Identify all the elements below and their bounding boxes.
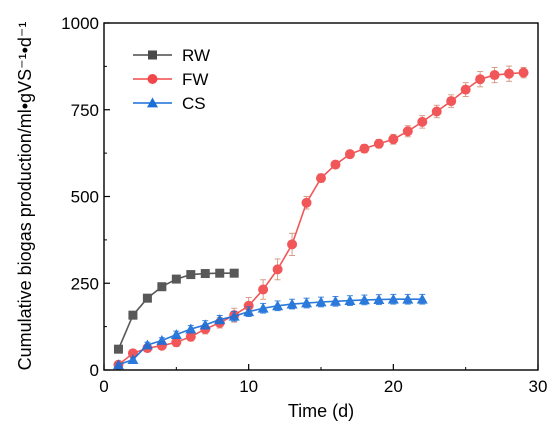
data-point-cs [141, 339, 153, 350]
data-point-cs [170, 329, 182, 340]
data-point-cs [199, 319, 211, 330]
y-tick-label: 750 [71, 101, 99, 120]
data-point-cs [257, 302, 269, 313]
data-point-cs [127, 354, 139, 364]
data-point-fw [489, 70, 500, 81]
data-point-fw [258, 284, 269, 295]
data-point-fw [185, 331, 196, 342]
data-point-cs [402, 293, 414, 304]
y-axis-label: Cumulative biogas production/ml•gVS⁻¹•d⁻… [15, 22, 35, 371]
series-cs [112, 293, 428, 370]
data-point-rw [128, 310, 138, 320]
data-point-fw [330, 159, 341, 170]
data-point-cs [329, 295, 341, 306]
data-point-cs [112, 359, 124, 370]
series-rw [113, 268, 239, 354]
y-tick-label: 250 [71, 274, 99, 293]
data-point-cs [228, 310, 240, 321]
data-point-rw [186, 270, 196, 280]
data-point-cs [214, 314, 226, 325]
data-point-cs [243, 306, 255, 317]
data-point-fw [446, 96, 457, 107]
data-point-rw [200, 269, 210, 279]
data-point-fw [344, 149, 355, 160]
series-line-fw [117, 71, 524, 366]
data-point-rw [157, 282, 167, 292]
data-point-cs [286, 298, 298, 309]
data-point-cs [344, 295, 356, 305]
series-layer [112, 65, 529, 370]
data-point-fw [287, 239, 298, 250]
data-point-rw [215, 268, 225, 278]
data-point-fw [171, 337, 182, 348]
x-tick-label: 0 [99, 377, 108, 396]
x-tick-label: 30 [529, 377, 548, 396]
data-point-fw [272, 264, 283, 275]
y-tick-label: 0 [90, 361, 99, 380]
data-point-fw [243, 300, 254, 311]
x-axis-label: Time (d) [288, 401, 354, 421]
legend-marker-rw [148, 50, 157, 60]
data-point-cs [315, 296, 327, 307]
legend-marker-cs [147, 97, 158, 108]
legend-marker-fw [147, 74, 158, 84]
data-point-fw [316, 173, 326, 184]
data-point-cs [156, 335, 168, 345]
series-fw [113, 65, 529, 370]
data-point-fw [417, 116, 428, 127]
data-point-fw [373, 138, 384, 149]
data-point-cs [387, 293, 399, 304]
data-point-fw [359, 143, 370, 154]
data-point-cs [358, 294, 370, 305]
data-point-cs [301, 297, 313, 308]
data-point-cs [272, 300, 284, 311]
data-point-rw [142, 293, 152, 303]
data-point-fw [460, 84, 471, 95]
data-point-fw [127, 348, 138, 359]
data-point-cs [416, 293, 428, 304]
series-line-cs [118, 298, 423, 366]
legend-label-cs: CS [182, 94, 206, 113]
data-point-cs [185, 323, 197, 334]
plot-frame [103, 22, 539, 371]
legend: RW FW CS [133, 46, 210, 113]
data-point-fw [301, 197, 312, 208]
data-point-rw [229, 268, 239, 278]
x-tick-label: 20 [384, 377, 403, 396]
data-point-fw [518, 67, 529, 78]
data-point-cs [373, 294, 385, 304]
data-point-fw [475, 74, 486, 85]
data-point-fw [402, 126, 413, 137]
data-point-rw [113, 344, 123, 354]
legend-label-fw: FW [182, 70, 208, 89]
data-point-fw [388, 134, 399, 145]
data-point-fw [431, 106, 442, 117]
legend-label-rw: RW [182, 46, 210, 65]
y-tick-label: 500 [71, 188, 99, 207]
y-tick-label: 1000 [61, 14, 99, 33]
x-tick-label: 10 [239, 377, 258, 396]
data-point-fw [504, 68, 515, 79]
data-point-rw [171, 274, 181, 284]
